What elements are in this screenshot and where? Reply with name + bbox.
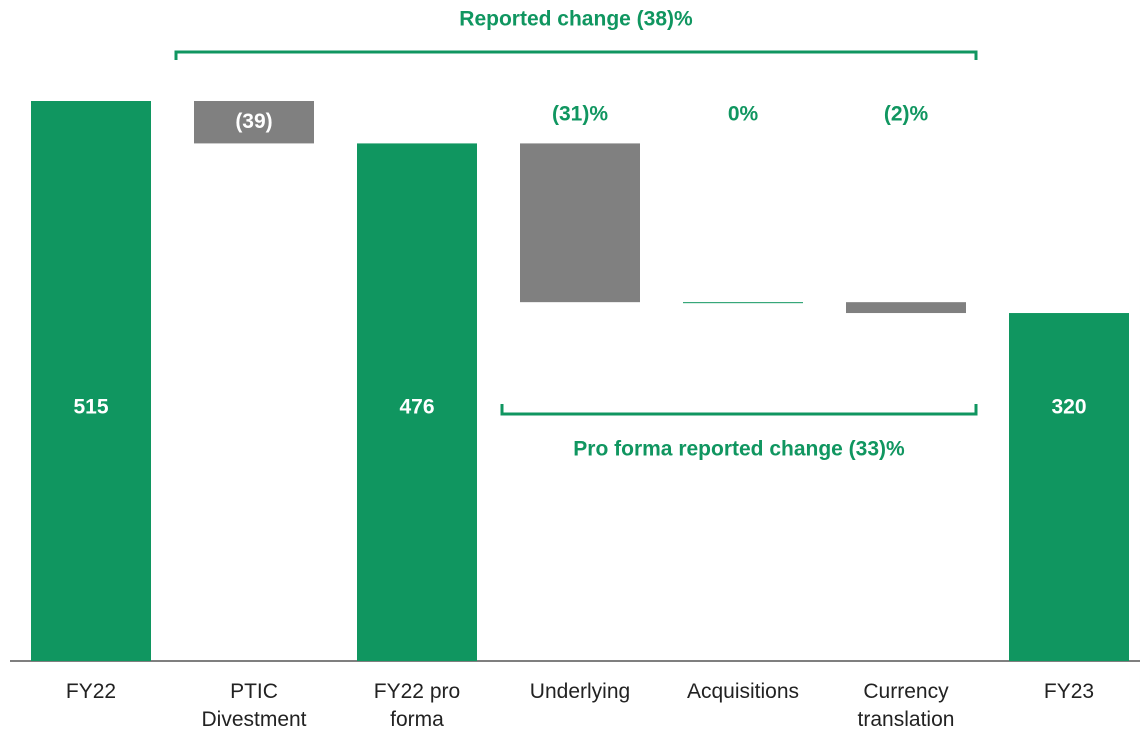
annotation: Reported change (38)%	[459, 8, 693, 31]
data-label: (39)	[235, 110, 272, 133]
bar	[520, 143, 640, 303]
x-tick-label: FY22 pro forma	[373, 680, 461, 731]
x-tick-label: FY22	[65, 680, 117, 703]
bar	[357, 143, 477, 661]
change-label: (31)%	[552, 103, 608, 126]
bar	[31, 101, 151, 661]
bar	[846, 302, 966, 314]
change-label: (2)%	[884, 103, 929, 126]
x-tick-label: FY23	[1043, 680, 1095, 703]
data-label: 515	[73, 396, 108, 419]
change-label: 0%	[728, 103, 759, 126]
x-tick-label: Acquisitions	[686, 680, 800, 703]
bar	[194, 101, 314, 144]
x-tick-label: Underlying	[529, 680, 631, 703]
bar	[683, 302, 803, 304]
x-tick-label: PTIC Divestment	[201, 680, 307, 731]
data-label: 476	[399, 396, 434, 419]
bracket	[500, 404, 978, 416]
annotation: Pro forma reported change (33)%	[573, 438, 905, 461]
x-tick-label: Currency translation	[857, 680, 955, 731]
bracket	[174, 50, 978, 60]
bar	[1009, 313, 1129, 661]
data-label: 320	[1051, 396, 1086, 419]
